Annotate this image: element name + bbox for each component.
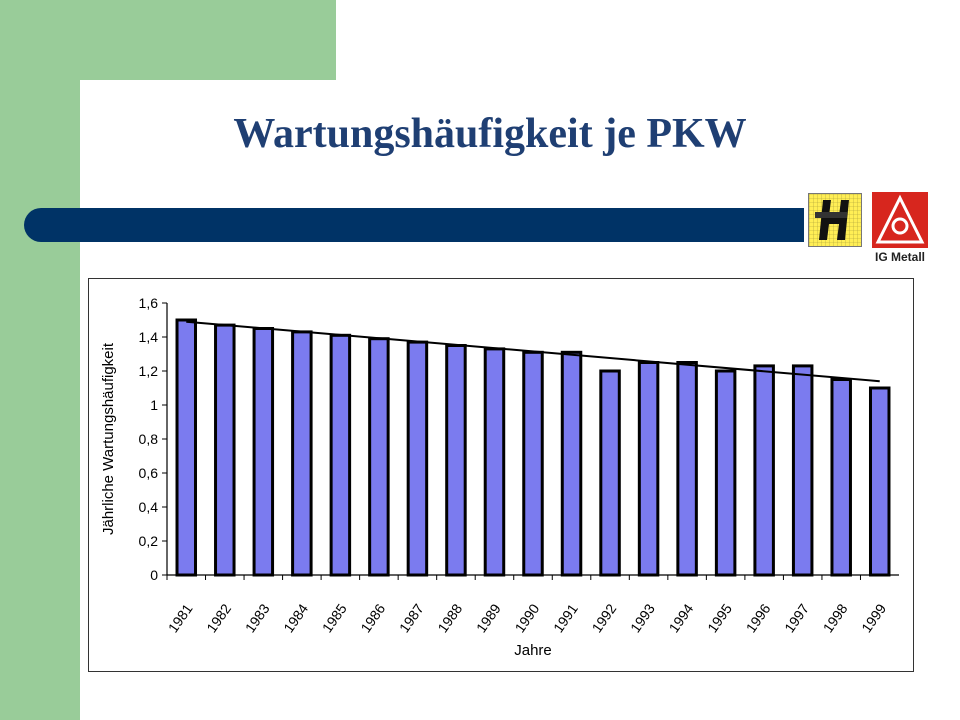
x-tick-label: 1998	[820, 601, 851, 636]
bar-1986	[368, 337, 390, 577]
y-tick-label: 1,2	[139, 363, 159, 379]
bar-1996	[753, 364, 775, 577]
x-tick-label: 1987	[396, 601, 427, 636]
slide-title: Wartungshäufigkeit je PKW	[233, 111, 747, 157]
x-tick-label: 1985	[319, 601, 350, 636]
ig-metall-logo-icon: IG Metall	[868, 192, 932, 264]
bar-1990	[522, 350, 544, 577]
title-rule-bar	[24, 208, 804, 242]
x-tick-label: 1999	[858, 601, 889, 636]
bar-1983	[252, 327, 275, 577]
y-tick-label: 0,2	[139, 533, 159, 549]
bar-1987	[406, 340, 429, 577]
y-tick-label: 0,8	[139, 431, 159, 447]
x-tick-label: 1982	[203, 601, 234, 636]
trend-line	[186, 320, 880, 383]
top-green-band	[0, 0, 336, 80]
bar-1985	[329, 333, 352, 577]
bar-chart: 0 0,2 0,4 0,6 0,8 1 1,2 1,4 1,6 1981 1982 1983 1984…	[100, 295, 899, 659]
y-axis-title: Jährliche Wartungshäufigkeit	[100, 342, 117, 535]
bar-1988	[445, 344, 467, 577]
h-logo-icon	[808, 193, 862, 247]
x-tick-label: 1986	[357, 601, 388, 636]
bar-1992	[599, 369, 621, 577]
ig-metall-label: IG Metall	[875, 250, 925, 264]
x-tick-label: 1997	[781, 601, 812, 636]
x-tick-label: 1983	[242, 601, 273, 636]
chart-frame: 0 0,2 0,4 0,6 0,8 1 1,2 1,4 1,6 1981 1982 1983 1984…	[88, 278, 914, 672]
x-tick-label: 1990	[511, 601, 542, 636]
x-axis-title: Jahre	[514, 642, 552, 659]
x-tick-label: 1992	[588, 601, 619, 636]
y-tick-label: 1	[150, 397, 158, 413]
sidebar-green-band	[0, 0, 80, 720]
y-tick-label: 1,4	[139, 329, 159, 345]
x-tick-label: 1995	[704, 601, 735, 636]
bar-1989	[483, 347, 506, 577]
y-tick-label: 0,6	[139, 465, 159, 481]
bar-1994	[676, 361, 698, 577]
x-tick-label: 1993	[627, 601, 658, 636]
bar-1999	[868, 386, 891, 577]
x-tick-label: 1994	[666, 601, 697, 636]
bar-1981	[175, 318, 198, 577]
bar-1995	[714, 369, 737, 577]
bar-1984	[291, 330, 313, 577]
x-tick-label: 1989	[473, 601, 504, 636]
y-tick-label: 0,4	[139, 499, 159, 515]
x-tick-label: 1984	[280, 601, 311, 636]
x-tick-label: 1988	[434, 601, 465, 636]
x-tick-label: 1981	[165, 601, 196, 636]
y-tick-label: 0	[150, 567, 158, 583]
bar-1993	[637, 361, 660, 577]
bar-1991	[560, 350, 583, 577]
x-tick-label: 1996	[743, 601, 774, 636]
x-tick-label: 1991	[550, 601, 581, 636]
y-tick-label: 1,6	[139, 295, 159, 311]
bar-1997	[791, 364, 814, 577]
bar-1998	[830, 378, 852, 577]
bar-1982	[214, 323, 236, 577]
